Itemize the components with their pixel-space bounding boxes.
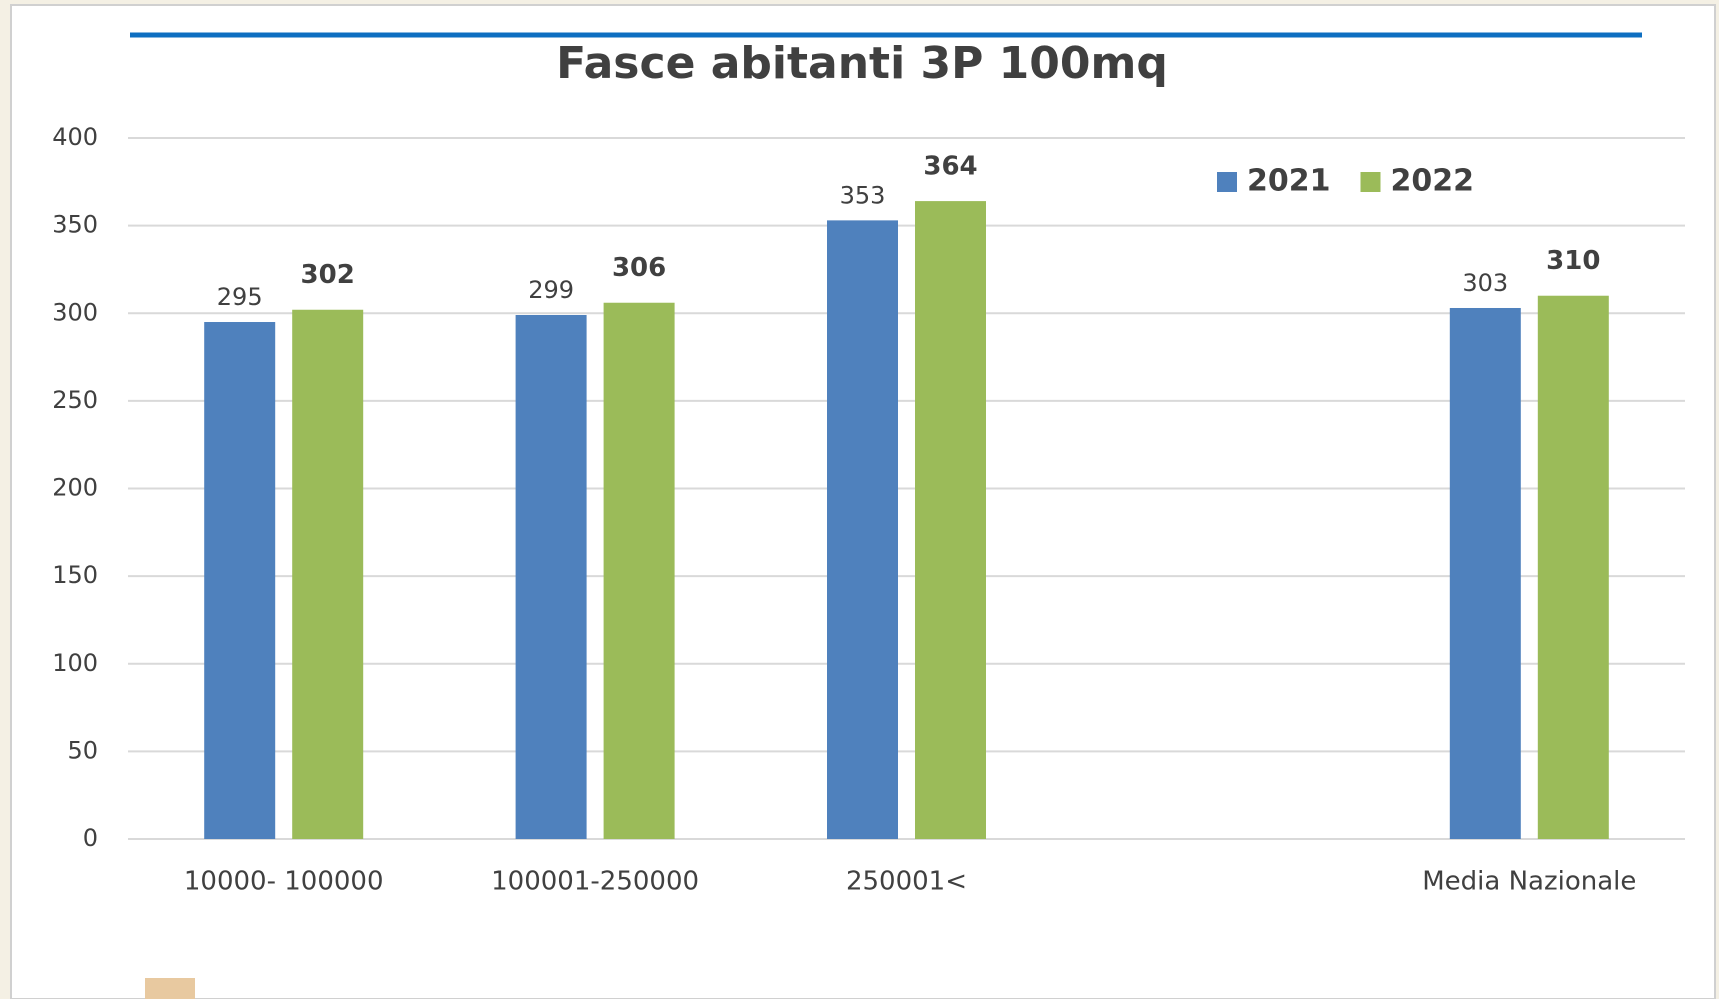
x-tick-label: 100001-250000: [491, 867, 699, 897]
y-tick-label: 200: [52, 474, 98, 502]
legend-label: 2022: [1391, 164, 1475, 199]
legend-swatch: [1361, 172, 1381, 192]
bar: [1450, 308, 1521, 839]
x-tick-label: 250001<: [846, 867, 967, 897]
legend-label: 2021: [1247, 164, 1331, 199]
y-tick-label: 350: [52, 211, 98, 239]
chart-title: Fasce abitanti 3P 100mq: [556, 38, 1168, 89]
page: Fasce abitanti 3P 100mq 0 50 100 150 200 250 3…: [0, 0, 1719, 999]
y-tick-label: 150: [52, 561, 98, 589]
bar: [204, 322, 275, 839]
bar: [915, 201, 986, 839]
bar: [604, 303, 675, 839]
data-label: 295: [217, 283, 263, 311]
bar: [292, 310, 363, 839]
y-tick-label: 100: [52, 649, 98, 677]
bar: [827, 220, 898, 839]
data-label: 353: [840, 181, 886, 209]
data-label: 303: [1462, 269, 1508, 297]
data-label: 310: [1546, 246, 1600, 276]
bar: [516, 315, 587, 839]
bar: [1538, 296, 1609, 839]
y-tick-label: 300: [52, 298, 98, 326]
x-tick-label: Media Nazionale: [1422, 867, 1636, 897]
y-tick-label: 400: [52, 123, 98, 151]
y-tick-label: 50: [67, 736, 98, 764]
data-label: 306: [612, 253, 666, 283]
y-tick-label: 0: [83, 824, 98, 852]
data-label: 302: [301, 260, 355, 290]
legend-swatch: [1217, 172, 1237, 192]
x-tick-label: 10000- 100000: [184, 867, 384, 897]
y-tick-label: 250: [52, 386, 98, 414]
chart: Fasce abitanti 3P 100mq 0 50 100 150 200 250 3…: [0, 0, 1719, 999]
data-label: 364: [923, 152, 977, 182]
data-label: 299: [528, 276, 574, 304]
corner-icon: [145, 978, 195, 999]
